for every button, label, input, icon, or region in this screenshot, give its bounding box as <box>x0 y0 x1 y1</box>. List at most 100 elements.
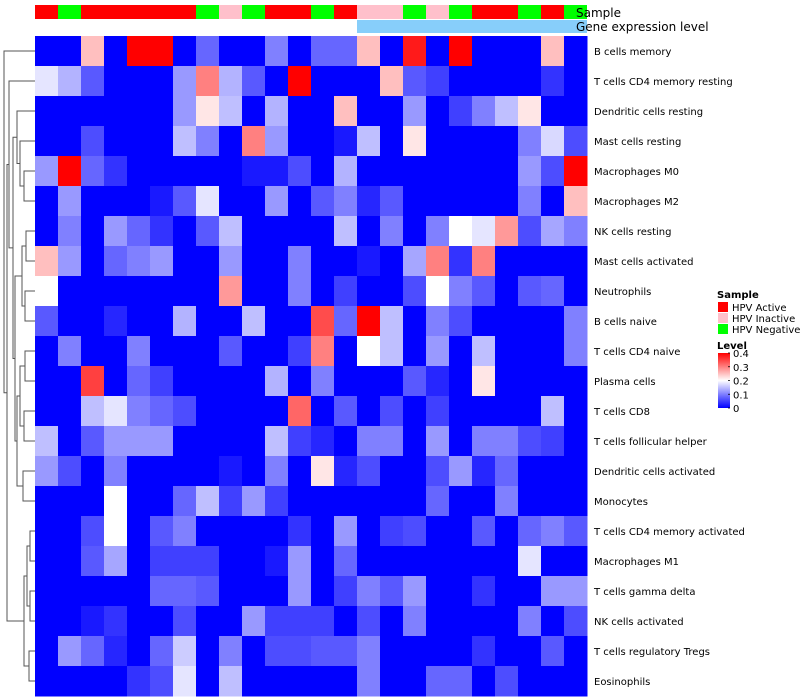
heatmap-cell <box>311 456 335 487</box>
heatmap-cell <box>357 366 381 397</box>
heatmap-cell <box>472 516 496 547</box>
heatmap-cell <box>173 246 197 277</box>
heatmap-cell <box>334 336 358 367</box>
row-label: Neutrophils <box>594 287 651 298</box>
heatmap-cell <box>334 636 358 667</box>
heatmap-cell <box>288 36 312 67</box>
heatmap-cell <box>403 336 427 367</box>
heatmap-cell <box>518 456 542 487</box>
heatmap-cell <box>242 636 266 667</box>
heatmap-cell <box>288 546 312 577</box>
heatmap-cell <box>518 546 542 577</box>
heatmap-cell <box>288 486 312 517</box>
heatmap-cell <box>104 366 128 397</box>
heatmap-cell <box>81 336 105 367</box>
legend-sample-label: HPV Inactive <box>732 314 795 325</box>
heatmap-cell <box>472 156 496 187</box>
heatmap-cell <box>449 306 473 337</box>
dendrogram-branch <box>3 50 35 394</box>
heatmap-cell <box>58 516 82 547</box>
heatmap-cell <box>173 396 197 427</box>
heatmap-cell <box>380 456 404 487</box>
heatmap-cell <box>564 576 588 607</box>
heatmap-cell <box>380 336 404 367</box>
heatmap-cell <box>426 456 450 487</box>
heatmap-cell <box>288 336 312 367</box>
heatmap-cell <box>426 216 450 247</box>
heatmap-cell <box>127 186 151 217</box>
heatmap-cell <box>81 96 105 127</box>
heatmap-cell <box>288 216 312 247</box>
heatmap-cell <box>495 456 519 487</box>
sample-annotation-cell <box>242 5 265 19</box>
heatmap-cell <box>58 606 82 637</box>
heatmap-cell <box>219 456 243 487</box>
heatmap-cell <box>426 516 450 547</box>
heatmap-cell <box>403 456 427 487</box>
heatmap-cell <box>449 66 473 97</box>
heatmap-cell <box>288 636 312 667</box>
heatmap-cell <box>127 396 151 427</box>
heatmap-cell <box>196 636 220 667</box>
heatmap-cell <box>449 366 473 397</box>
sample-annotation-cell <box>357 5 380 19</box>
row-label: Macrophages M2 <box>594 197 679 208</box>
heatmap-cell <box>334 96 358 127</box>
heatmap-cell <box>311 366 335 397</box>
heatmap-cell <box>426 546 450 577</box>
heatmap-cell <box>403 246 427 277</box>
heatmap-cell <box>196 126 220 157</box>
heatmap-cell <box>449 156 473 187</box>
heatmap-cell <box>265 576 289 607</box>
row-dendrogram <box>3 50 35 682</box>
heatmap-cell <box>495 636 519 667</box>
heatmap-cell <box>196 666 220 697</box>
heatmap-cell <box>426 396 450 427</box>
row-label: B cells memory <box>594 47 671 58</box>
heatmap-cell <box>472 96 496 127</box>
row-label: T cells regulatory Tregs <box>593 647 710 658</box>
heatmap-cell <box>472 36 496 67</box>
heatmap-cell <box>196 216 220 247</box>
heatmap-cell <box>541 486 565 517</box>
sample-annotation-cell <box>104 5 127 19</box>
heatmap-cell <box>127 516 151 547</box>
heatmap-cell <box>380 306 404 337</box>
expression-annotation-cell <box>173 20 196 33</box>
heatmap-cell <box>265 276 289 307</box>
heatmap-cell <box>495 426 519 457</box>
heatmap-cell <box>403 36 427 67</box>
heatmap-cell <box>334 576 358 607</box>
expression-annotation-cell <box>518 20 541 33</box>
sample-annotation-cell <box>127 5 150 19</box>
heatmap-cell <box>449 126 473 157</box>
sample-annotation-cell <box>403 5 426 19</box>
heatmap-cell <box>196 426 220 457</box>
heatmap-cell <box>541 606 565 637</box>
heatmap-cell <box>518 96 542 127</box>
row-label: Macrophages M1 <box>594 557 679 568</box>
heatmap-cell <box>150 306 174 337</box>
heatmap-cell <box>334 456 358 487</box>
heatmap-cell <box>242 516 266 547</box>
heatmap-cell <box>541 456 565 487</box>
heatmap-cell <box>35 126 59 157</box>
heatmap-cell <box>173 516 197 547</box>
heatmap-cell <box>242 606 266 637</box>
heatmap-cell <box>242 126 266 157</box>
row-label: Mast cells activated <box>594 257 693 268</box>
heatmap-cell <box>58 546 82 577</box>
heatmap-cell <box>219 576 243 607</box>
heatmap-cell <box>426 606 450 637</box>
sample-annotation-cell <box>219 5 242 19</box>
heatmap-cell <box>288 66 312 97</box>
heatmap-cell <box>81 396 105 427</box>
expression-annotation-cell <box>311 20 334 33</box>
heatmap-cell <box>449 96 473 127</box>
heatmap-cell <box>219 546 243 577</box>
heatmap-cell <box>541 186 565 217</box>
heatmap-cell <box>311 306 335 337</box>
heatmap-cell <box>150 366 174 397</box>
heatmap-cell <box>518 246 542 277</box>
heatmap-cell <box>380 516 404 547</box>
